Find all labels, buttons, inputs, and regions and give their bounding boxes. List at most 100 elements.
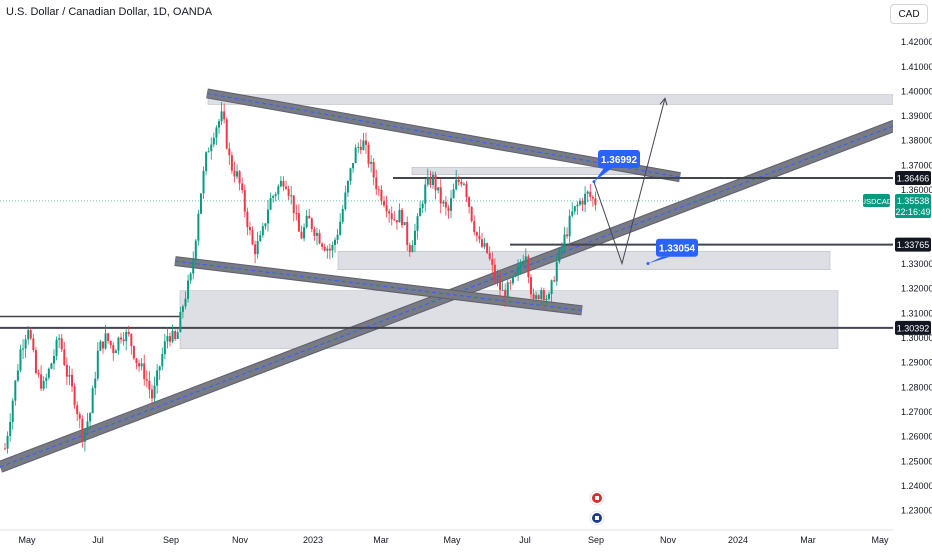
candle-body: [522, 261, 525, 265]
price-callout-0[interactable]: 1.36992: [592, 149, 641, 184]
candle: [321, 242, 324, 251]
candle-body: [130, 333, 133, 347]
candle-body: [125, 331, 128, 342]
candle-body: [37, 372, 40, 375]
candle-body: [555, 261, 558, 282]
candle-body: [34, 350, 37, 373]
candle-body: [470, 206, 473, 222]
candle: [483, 237, 486, 250]
candle-body: [591, 196, 594, 199]
symbol-tag-bg: [863, 193, 890, 207]
candle: [202, 166, 205, 199]
candle-body: [127, 331, 130, 334]
candle: [22, 339, 25, 359]
candle-body: [274, 194, 277, 197]
candle: [292, 195, 295, 222]
zone-top[interactable]: [207, 94, 894, 105]
projection-path[interactable]: [593, 98, 666, 266]
us-flag-icon[interactable]: [589, 510, 605, 526]
candle: [207, 147, 210, 153]
candle: [323, 243, 326, 252]
y-tick-label: 1.29000: [901, 358, 932, 368]
candle-body: [310, 218, 313, 229]
candle-body: [475, 232, 478, 236]
candle-body: [548, 294, 551, 299]
y-tick-label: 1.26000: [901, 432, 932, 442]
candle: [158, 365, 161, 381]
canada-flag-icon[interactable]: [589, 490, 605, 506]
candle-body: [431, 174, 434, 185]
candle: [259, 230, 262, 242]
candle: [429, 170, 432, 188]
candle-body: [501, 289, 504, 291]
candle-body: [179, 311, 182, 333]
candle-body: [76, 405, 79, 415]
candle: [120, 332, 123, 344]
candle-body: [6, 435, 9, 449]
candle-body: [58, 338, 61, 340]
candle-body: [339, 221, 342, 235]
candle-body: [468, 197, 471, 207]
candle: [328, 243, 331, 260]
candle-body: [460, 182, 463, 185]
candle: [279, 176, 282, 188]
candle: [228, 142, 231, 165]
candle: [212, 132, 215, 148]
candle-body: [581, 200, 584, 205]
candle-body: [212, 137, 215, 145]
candle-body: [217, 121, 220, 128]
candle-body: [99, 341, 102, 351]
candle-body: [287, 188, 290, 196]
candle: [442, 199, 445, 207]
candle-body: [266, 209, 269, 224]
price-callout-1[interactable]: 1.33054: [646, 238, 699, 266]
currency-button[interactable]: CAD: [890, 4, 928, 24]
candle-body: [197, 213, 200, 241]
candle-body: [158, 366, 161, 371]
candle-body: [393, 219, 396, 221]
candle: [388, 208, 391, 223]
candle-body: [442, 201, 445, 204]
candle-body: [63, 349, 66, 365]
candle-body: [14, 380, 17, 401]
candle-body: [24, 339, 27, 349]
candle: [444, 196, 447, 216]
candle: [233, 161, 236, 183]
candle-body: [573, 206, 576, 212]
y-tick-label: 1.40000: [901, 86, 932, 96]
candle-body: [491, 258, 494, 265]
candle-body: [359, 146, 362, 150]
candle: [58, 334, 61, 348]
candle-body: [509, 282, 512, 284]
candle: [83, 429, 86, 452]
candle: [504, 283, 507, 307]
candle: [357, 142, 360, 153]
y-tick-label: 1.27000: [901, 407, 932, 417]
zone-mid[interactable]: [337, 250, 831, 270]
candle: [169, 332, 172, 347]
candle: [511, 275, 514, 286]
candle: [393, 210, 396, 222]
level-tag-2: [895, 320, 931, 335]
candle: [303, 223, 306, 242]
candle-body: [553, 280, 556, 282]
candle-body: [576, 204, 579, 207]
candle-body: [228, 148, 231, 156]
currency-label: CAD: [898, 8, 920, 20]
candle-body: [161, 354, 164, 367]
candle: [584, 186, 587, 212]
candle-body: [496, 278, 499, 280]
candle: [246, 207, 249, 236]
candle-body: [114, 350, 117, 354]
candle: [130, 333, 133, 355]
candle: [573, 205, 576, 215]
candle: [236, 164, 239, 180]
candle-body: [426, 177, 429, 185]
candle: [241, 177, 244, 194]
candle: [529, 274, 532, 299]
candle: [560, 242, 563, 257]
candle: [150, 384, 153, 406]
candle-body: [138, 363, 141, 367]
